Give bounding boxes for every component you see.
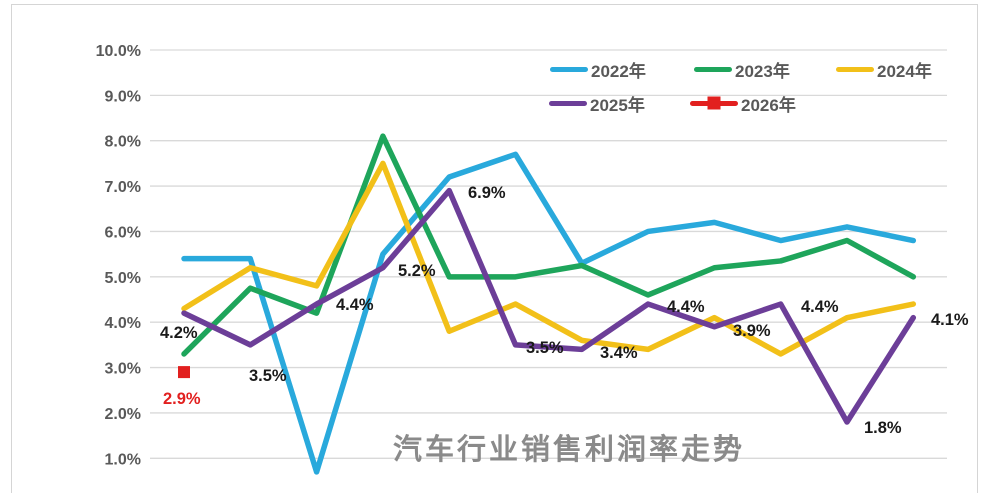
y-axis-tick-label: 3.0% bbox=[105, 361, 141, 378]
legend-label: 2023年 bbox=[735, 61, 790, 81]
data-label: 4.4% bbox=[336, 296, 374, 314]
series-line-2024年 bbox=[181, 160, 917, 357]
y-axis-tick-label: 6.0% bbox=[105, 224, 141, 241]
data-label: 4.2% bbox=[160, 324, 198, 342]
data-label: 3.5% bbox=[526, 339, 564, 357]
series-marker-2026年 bbox=[178, 366, 190, 379]
y-axis-tick-label: 8.0% bbox=[105, 134, 141, 151]
data-label: 4.4% bbox=[667, 298, 705, 316]
legend-item-2023年: 2023年 bbox=[694, 58, 790, 81]
legend-label: 2025年 bbox=[590, 95, 645, 115]
data-label: 1.8% bbox=[864, 419, 902, 437]
data-label: 3.4% bbox=[600, 344, 638, 362]
y-axis-tick-label: 2.0% bbox=[105, 406, 141, 423]
legend-swatch bbox=[836, 66, 874, 72]
legend-swatch bbox=[690, 96, 738, 110]
series-line-2022年 bbox=[181, 151, 917, 475]
y-axis-tick-label: 9.0% bbox=[105, 88, 141, 105]
legend-swatch bbox=[694, 66, 732, 72]
chart-title: 汽车行业销售利润率走势 bbox=[393, 434, 746, 466]
legend-item-2025年: 2025年 bbox=[549, 92, 645, 115]
legend-label: 2026年 bbox=[741, 95, 796, 115]
y-axis-tick-label: 10.0% bbox=[96, 43, 141, 60]
data-label: 2.9% bbox=[163, 390, 201, 408]
data-label: 4.1% bbox=[931, 311, 969, 329]
legend-swatch bbox=[550, 66, 588, 72]
data-label: 3.9% bbox=[733, 322, 771, 340]
legend-item-2022年: 2022年 bbox=[550, 58, 646, 81]
frame-right-border bbox=[977, 4, 978, 493]
legend-item-2026年: 2026年 bbox=[690, 92, 796, 115]
legend-item-2024年: 2024年 bbox=[836, 58, 932, 81]
y-axis-tick-label: 1.0% bbox=[105, 451, 141, 468]
frame-left-border bbox=[11, 5, 12, 493]
data-label: 4.4% bbox=[801, 298, 839, 316]
data-label: 6.9% bbox=[468, 184, 506, 202]
legend-square-marker bbox=[707, 96, 721, 110]
legend-label: 2024年 bbox=[877, 61, 932, 81]
y-axis-tick-label: 7.0% bbox=[105, 179, 141, 196]
legend-swatch bbox=[549, 100, 587, 106]
frame-top-border bbox=[11, 4, 978, 5]
data-label: 3.5% bbox=[249, 367, 287, 385]
data-label: 5.2% bbox=[398, 262, 436, 280]
series-line-2025年 bbox=[181, 187, 917, 425]
y-axis-tick-label: 5.0% bbox=[105, 270, 141, 287]
legend-label: 2022年 bbox=[591, 61, 646, 81]
y-axis-tick-label: 4.0% bbox=[105, 315, 141, 332]
